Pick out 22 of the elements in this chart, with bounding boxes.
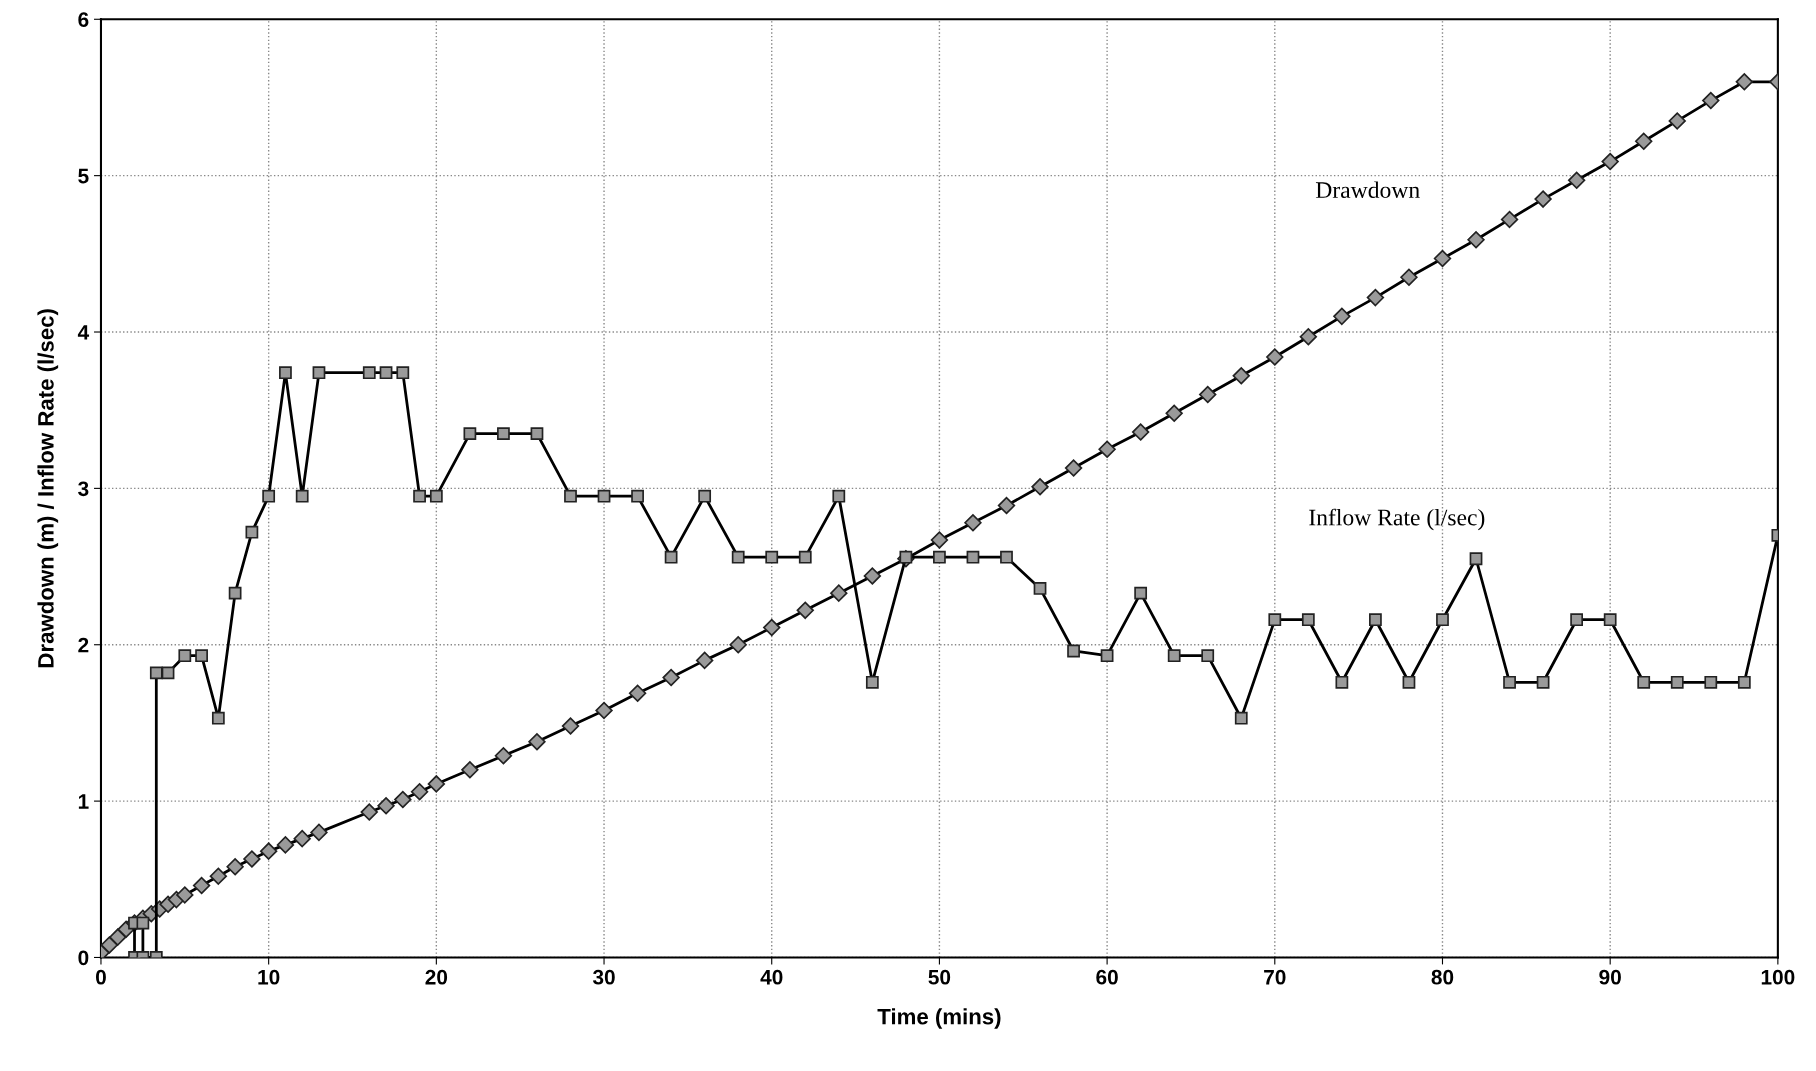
series-label: Inflow Rate (l/sec): [1309, 508, 1485, 531]
x-tick-label: 100: [1761, 969, 1795, 985]
y-axis-title: Drawdown (m) / Inflow Rate (l/sec): [37, 309, 59, 668]
y-tick-label: 2: [78, 637, 89, 653]
y-tick-label: 4: [77, 325, 90, 340]
x-tick-label: 30: [592, 969, 615, 985]
x-tick-label: 60: [1096, 969, 1118, 985]
y-tick-label: 0: [78, 950, 89, 966]
x-tick-label: 10: [258, 969, 280, 985]
x-tick-label: 70: [1264, 969, 1286, 985]
x-axis-title: Time (mins): [877, 1008, 1001, 1029]
x-tick-label: 0: [96, 969, 106, 985]
y-tick-label: 6: [78, 12, 89, 28]
y-tick-label: 3: [78, 481, 89, 497]
y-tick-label: 1: [78, 794, 89, 809]
x-tick-label: 90: [1599, 969, 1621, 985]
y-tick-label: 5: [78, 168, 89, 184]
x-tick-label: 40: [760, 969, 783, 985]
x-tick-label: 50: [928, 969, 951, 985]
x-tick-label: 80: [1431, 969, 1454, 985]
x-tick-label: 20: [425, 969, 448, 985]
text: Drawdown: [1315, 181, 1420, 199]
